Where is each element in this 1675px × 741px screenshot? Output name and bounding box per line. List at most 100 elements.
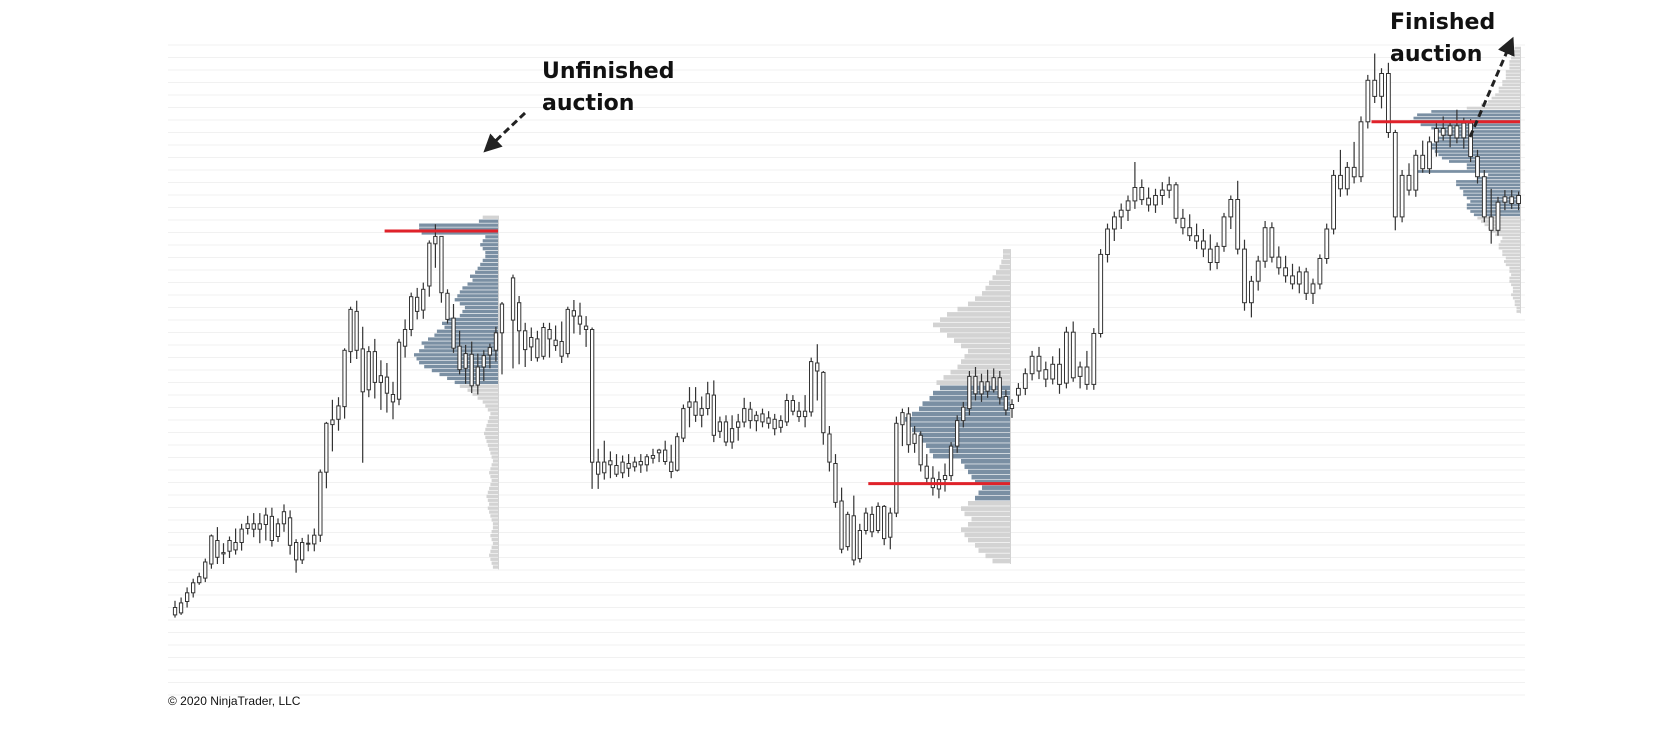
profile-bar — [1509, 280, 1520, 283]
profile-bar — [912, 411, 1010, 417]
profile-bar — [1466, 196, 1520, 200]
candle-body — [1379, 73, 1384, 97]
candle-body — [1468, 122, 1473, 158]
candle-body — [1036, 355, 1042, 372]
profile-bar — [419, 227, 498, 231]
profile-bar — [1504, 260, 1520, 263]
poc-lines — [384, 120, 1520, 486]
profile-bar — [462, 309, 498, 314]
candle-body — [535, 338, 540, 359]
candle-body — [985, 381, 990, 392]
profile-bar — [467, 388, 498, 392]
candle-body — [1084, 366, 1090, 385]
candle-body — [1344, 166, 1350, 190]
candle-body — [1434, 128, 1439, 143]
candle-body — [318, 471, 323, 536]
profile-bar — [489, 553, 498, 557]
candle-body — [1447, 125, 1453, 136]
candle-body — [602, 461, 607, 474]
profile-bar — [947, 312, 1010, 317]
candle-body — [1146, 197, 1151, 206]
profile-bar — [489, 447, 498, 451]
candle-body — [656, 449, 662, 454]
candle-body — [614, 465, 619, 475]
copyright-notice: © 2020 NinjaTrader, LLC — [168, 694, 301, 708]
candle-body — [1166, 184, 1172, 191]
profile-bar — [1481, 103, 1520, 107]
profile-bar — [978, 548, 1010, 553]
profile-bar — [1488, 100, 1520, 103]
profile-bar — [489, 471, 498, 475]
profile-bar — [1413, 170, 1520, 173]
profile-bar — [1466, 163, 1520, 167]
profile-bar — [454, 298, 498, 302]
profile-bar — [490, 482, 498, 487]
profile-bar — [964, 464, 1010, 469]
profile-bar — [999, 264, 1010, 270]
profile-bar — [482, 258, 498, 263]
candle-body — [948, 445, 954, 477]
candle-body — [257, 523, 262, 530]
profile-bar — [1495, 233, 1520, 237]
profile-bar — [975, 495, 1010, 501]
profile-bar — [1498, 243, 1520, 247]
profile-bar — [1514, 300, 1520, 303]
profile-bar — [462, 286, 498, 290]
candle-body — [1118, 209, 1124, 218]
candle-body — [644, 456, 650, 466]
candle-body — [760, 413, 765, 423]
profile-bar — [480, 262, 498, 267]
profile-bar — [1502, 83, 1520, 87]
candle-body — [942, 475, 948, 480]
profile-bar — [968, 501, 1010, 506]
profile-bar — [492, 541, 498, 546]
candle-body — [991, 377, 996, 391]
candle-body — [1098, 253, 1104, 334]
profile-bar — [1500, 240, 1520, 243]
candle-body — [1461, 122, 1467, 139]
candle-body — [596, 461, 601, 475]
candle-body — [360, 348, 365, 393]
candle-body — [433, 235, 438, 245]
candle-body — [681, 408, 686, 439]
candle-body — [1125, 200, 1131, 211]
candle-body — [463, 353, 468, 369]
profile-bar — [982, 485, 1010, 490]
grid — [168, 44, 1525, 696]
candle-body — [1070, 331, 1076, 379]
profile-bar — [491, 455, 498, 459]
candle-body — [900, 412, 905, 426]
candle-body — [882, 505, 887, 540]
candle-body — [571, 310, 577, 317]
candle-body — [906, 413, 911, 446]
candle-body — [348, 308, 353, 353]
candle-body — [1290, 275, 1295, 285]
profile-bar — [964, 532, 1010, 538]
profile-bar — [926, 443, 1010, 448]
profile-bar — [968, 537, 1010, 543]
candle-body — [354, 310, 359, 351]
profile-bar — [492, 459, 498, 463]
candle-body — [1440, 128, 1446, 136]
profile-bar — [1498, 86, 1520, 90]
candle-body — [541, 327, 546, 357]
candle-body — [955, 420, 960, 447]
profile-bar — [491, 545, 498, 550]
candle-body — [784, 400, 790, 423]
candle-body — [529, 337, 534, 348]
profile-bar — [489, 416, 498, 420]
candle-body — [547, 329, 552, 340]
candle-body — [475, 366, 480, 386]
profile-bar — [470, 274, 498, 278]
candle-body — [1235, 199, 1241, 250]
profile-bar — [940, 327, 1010, 333]
profile-bar — [1509, 60, 1520, 63]
profile-bar — [950, 369, 1010, 375]
candle-body — [287, 517, 293, 546]
candle-body — [863, 512, 869, 531]
profile-bar — [1509, 276, 1520, 280]
profile-bar — [1509, 63, 1520, 67]
profile-bar — [1512, 286, 1520, 290]
profile-bar — [459, 384, 498, 388]
